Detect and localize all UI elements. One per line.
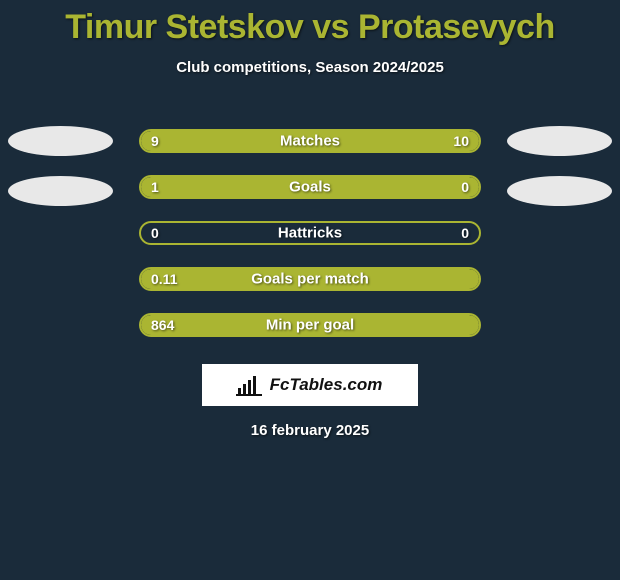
stats-list: 910Matches 10Goals 00Hattricks 0.11Goals pe… — [0, 118, 620, 348]
player-badge-right — [507, 126, 612, 156]
stat-bar: 864Min per goal — [139, 313, 481, 337]
subtitle: Club competitions, Season 2024/2025 — [0, 59, 620, 76]
logo-box: FcTables.com — [202, 364, 418, 406]
player-badge-left — [8, 126, 113, 156]
stat-bar: 0.11Goals per match — [139, 267, 481, 291]
stat-row: 10Goals — [0, 164, 620, 210]
stat-row: 910Matches — [0, 118, 620, 164]
player-badge-right — [507, 176, 612, 206]
stat-row: 864Min per goal — [0, 302, 620, 348]
stat-row: 00Hattricks — [0, 210, 620, 256]
player-badge-left — [8, 176, 113, 206]
stat-label: Min per goal — [141, 317, 479, 334]
stat-label: Goals — [141, 179, 479, 196]
stat-label: Hattricks — [141, 225, 479, 242]
date-label: 16 february 2025 — [0, 422, 620, 439]
logo-inner: FcTables.com — [204, 366, 416, 404]
stat-label: Matches — [141, 133, 479, 150]
stat-bar: 910Matches — [139, 129, 481, 153]
stat-bar: 00Hattricks — [139, 221, 481, 245]
bar-chart-icon — [236, 374, 262, 396]
stat-label: Goals per match — [141, 271, 479, 288]
comparison-card: Timur Stetskov vs Protasevych Club compe… — [0, 0, 620, 439]
logo-text: FcTables.com — [268, 375, 385, 395]
page-title: Timur Stetskov vs Protasevych — [0, 8, 620, 47]
stat-bar: 10Goals — [139, 175, 481, 199]
logo-wrap: FcTables.com — [0, 348, 620, 406]
stat-row: 0.11Goals per match — [0, 256, 620, 302]
